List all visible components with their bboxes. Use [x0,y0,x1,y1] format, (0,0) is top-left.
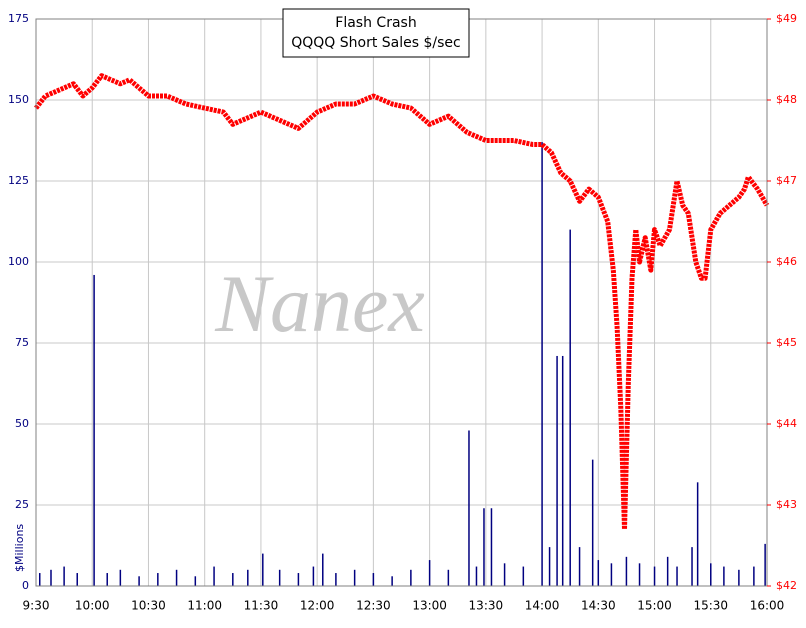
bar [691,547,693,586]
x-tick-label: 10:00 [75,599,110,613]
bar [428,560,431,586]
y-tick-label: 100 [8,255,29,268]
bar [676,566,678,586]
bar [138,576,140,586]
bar [50,569,52,586]
bar [175,569,178,586]
x-tick-label: 12:30 [356,599,391,613]
bar [106,573,108,586]
bar [490,508,493,586]
x-tick-label: 13:30 [469,599,504,613]
bar [503,563,506,586]
bar [548,547,551,586]
y2-tick-label: $43 [776,498,797,511]
bar [372,573,375,586]
bar [569,229,571,586]
bar [391,576,393,586]
y2-tick-label: $47 [776,174,797,187]
y2-tick-label: $48 [776,93,797,106]
bar [410,569,412,586]
bar [278,569,281,586]
y-tick-label: 175 [8,12,29,25]
bar [578,547,581,586]
x-tick-label: 10:30 [131,599,166,613]
bar [119,569,122,586]
y2-tick-label: $49 [776,12,797,25]
bar [247,569,249,586]
watermark: Nanex [214,258,424,349]
x-tick-label: 14:00 [525,599,560,613]
y-tick-label: 125 [8,174,29,187]
bar [723,566,725,586]
bar [262,553,264,586]
y-tick-label: 150 [8,93,29,106]
bar [297,573,300,586]
bar [696,482,699,586]
y-tick-label: 50 [15,417,29,430]
bar [63,566,65,586]
price-line [34,73,770,532]
x-tick-label: 11:30 [244,599,279,613]
y2-tick-label: $46 [776,255,797,268]
bar [710,563,712,586]
bar [597,560,600,586]
bar [213,566,215,586]
bar [764,543,766,586]
bar [738,569,740,586]
bar [475,566,478,586]
bar [556,355,558,586]
bar [468,430,470,586]
bar [666,556,669,586]
bar [753,566,755,586]
x-tick-label: 15:00 [637,599,672,613]
bar [38,573,41,586]
bar [447,569,450,586]
y-axis-label: $Millions [13,524,26,572]
y2-tick-label: $45 [776,336,797,349]
bar [561,355,564,586]
bar [653,566,656,586]
x-tick-label: 9:30 [23,599,50,613]
title-box [282,8,470,58]
bar [483,508,485,586]
x-tick-label: 14:30 [581,599,616,613]
bar [353,569,356,586]
bar [322,553,324,586]
x-tick-label: 16:00 [750,599,785,613]
x-tick-label: 11:00 [187,599,222,613]
bar [232,573,234,586]
bar [522,566,525,586]
bar [591,459,594,586]
bar [93,274,95,586]
y-tick-label: 75 [15,336,29,349]
bar [625,556,628,586]
y-tick-label: 0 [22,579,29,592]
bar [638,563,641,586]
bar [157,573,159,586]
bar [194,576,197,586]
bar [541,142,543,586]
x-tick-label: 12:00 [300,599,335,613]
bar [76,573,78,586]
y2-tick-label: $42 [776,579,797,592]
chart-title: Flash Crash [335,15,416,31]
y2-tick-label: $44 [776,417,797,430]
x-tick-label: 15:30 [693,599,728,613]
bar [312,566,315,586]
bar [335,573,337,586]
x-tick-label: 13:00 [412,599,447,613]
chart-subtitle: QQQQ Short Sales $/sec [291,35,461,51]
bar [610,563,613,586]
y-tick-label: 25 [15,498,29,511]
